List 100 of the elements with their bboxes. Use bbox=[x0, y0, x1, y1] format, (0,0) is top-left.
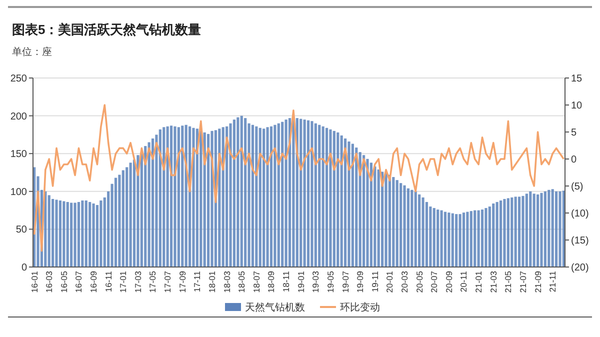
bar bbox=[396, 180, 398, 267]
bar bbox=[392, 177, 395, 267]
bar bbox=[436, 210, 440, 267]
bar bbox=[462, 212, 466, 267]
x-tick-label: 20-11 bbox=[458, 270, 469, 292]
bar bbox=[555, 191, 558, 267]
x-tick-label: 19-01 bbox=[296, 270, 306, 293]
y-tick-label: 250 bbox=[10, 74, 28, 84]
x-tick-label: 17-03 bbox=[132, 270, 143, 293]
bar bbox=[192, 128, 195, 267]
x-tick-label: 18-05 bbox=[236, 270, 247, 293]
bar bbox=[258, 128, 262, 267]
bar bbox=[148, 142, 150, 267]
bar bbox=[374, 166, 376, 267]
x-tick-label: 18-11 bbox=[281, 270, 292, 292]
bar bbox=[151, 138, 154, 267]
bar bbox=[144, 146, 147, 267]
bar bbox=[540, 192, 543, 267]
x-tick-label: 17-05 bbox=[148, 270, 158, 293]
bar bbox=[514, 196, 517, 267]
bar bbox=[77, 202, 80, 267]
bar bbox=[114, 178, 118, 267]
bar bbox=[170, 126, 173, 267]
bar bbox=[122, 170, 124, 267]
y-tick-label: 100 bbox=[10, 186, 28, 198]
y2-tick-label: (5) bbox=[571, 182, 584, 192]
bar bbox=[300, 118, 302, 267]
bar bbox=[355, 148, 358, 267]
y2-tick-label: 10 bbox=[571, 100, 583, 112]
x-tick-label: 20-01 bbox=[384, 270, 395, 293]
bar bbox=[255, 126, 258, 267]
bar bbox=[444, 212, 447, 267]
bar bbox=[344, 138, 347, 267]
bar bbox=[370, 162, 372, 267]
bar bbox=[340, 135, 343, 267]
bar bbox=[480, 210, 484, 267]
bar bbox=[529, 191, 532, 267]
bar bbox=[503, 198, 506, 267]
bar bbox=[200, 130, 202, 267]
bar bbox=[281, 122, 284, 267]
bar bbox=[522, 196, 524, 267]
legend-label: 环比变动 bbox=[340, 302, 380, 314]
x-tick-label: 17-07 bbox=[162, 270, 173, 293]
bar bbox=[232, 120, 236, 267]
bar bbox=[88, 202, 92, 267]
bar bbox=[418, 194, 421, 267]
bar bbox=[451, 213, 454, 267]
bar bbox=[532, 194, 536, 267]
x-tick-label: 21-05 bbox=[503, 270, 514, 293]
bar bbox=[377, 169, 380, 267]
bar bbox=[499, 200, 502, 267]
bar bbox=[329, 129, 332, 267]
bar bbox=[100, 200, 102, 267]
bar bbox=[314, 123, 317, 267]
bar bbox=[536, 194, 540, 267]
x-tick-label: 16-05 bbox=[58, 270, 69, 293]
bar bbox=[177, 127, 180, 267]
bar bbox=[488, 206, 491, 267]
bar bbox=[162, 127, 166, 267]
bar bbox=[492, 203, 495, 267]
bar bbox=[62, 201, 66, 267]
y2-tick-label: 15 bbox=[571, 74, 583, 84]
bar bbox=[455, 214, 458, 267]
bar bbox=[384, 173, 388, 267]
y-tick-label: 150 bbox=[10, 149, 28, 160]
bar bbox=[210, 130, 214, 267]
x-tick-label: 17-01 bbox=[118, 270, 128, 293]
bar bbox=[240, 116, 243, 267]
bar bbox=[458, 214, 462, 267]
x-tick-label: 18-09 bbox=[266, 270, 276, 293]
bar bbox=[403, 185, 406, 267]
bar bbox=[262, 128, 266, 267]
x-tick-label: 17-11 bbox=[192, 270, 202, 292]
bar bbox=[277, 123, 280, 267]
y-tick-label: 0 bbox=[21, 262, 28, 274]
y-tick-label: 50 bbox=[16, 224, 28, 236]
y-tick-label: 200 bbox=[10, 111, 28, 122]
bar bbox=[174, 126, 176, 267]
x-tick-label: 19-05 bbox=[325, 270, 336, 293]
bar bbox=[236, 117, 240, 267]
bar bbox=[425, 202, 428, 267]
bar bbox=[336, 132, 340, 267]
x-tick-label: 19-09 bbox=[355, 270, 366, 293]
bar bbox=[244, 118, 247, 267]
bar bbox=[306, 120, 310, 267]
x-tick-label: 18-01 bbox=[206, 270, 217, 293]
bar bbox=[544, 191, 546, 267]
line-series bbox=[33, 104, 565, 252]
bar bbox=[496, 202, 498, 267]
x-tick-label: 20-07 bbox=[429, 270, 440, 293]
bar bbox=[270, 126, 273, 267]
y2-tick-label: (10) bbox=[571, 208, 589, 220]
bar bbox=[58, 200, 62, 267]
y2-tick-label: (20) bbox=[571, 262, 589, 274]
bar bbox=[74, 202, 76, 267]
x-tick-label: 20-03 bbox=[399, 270, 410, 293]
bar bbox=[251, 124, 254, 267]
bar bbox=[551, 189, 554, 267]
bar bbox=[470, 211, 472, 267]
bar bbox=[332, 130, 336, 267]
